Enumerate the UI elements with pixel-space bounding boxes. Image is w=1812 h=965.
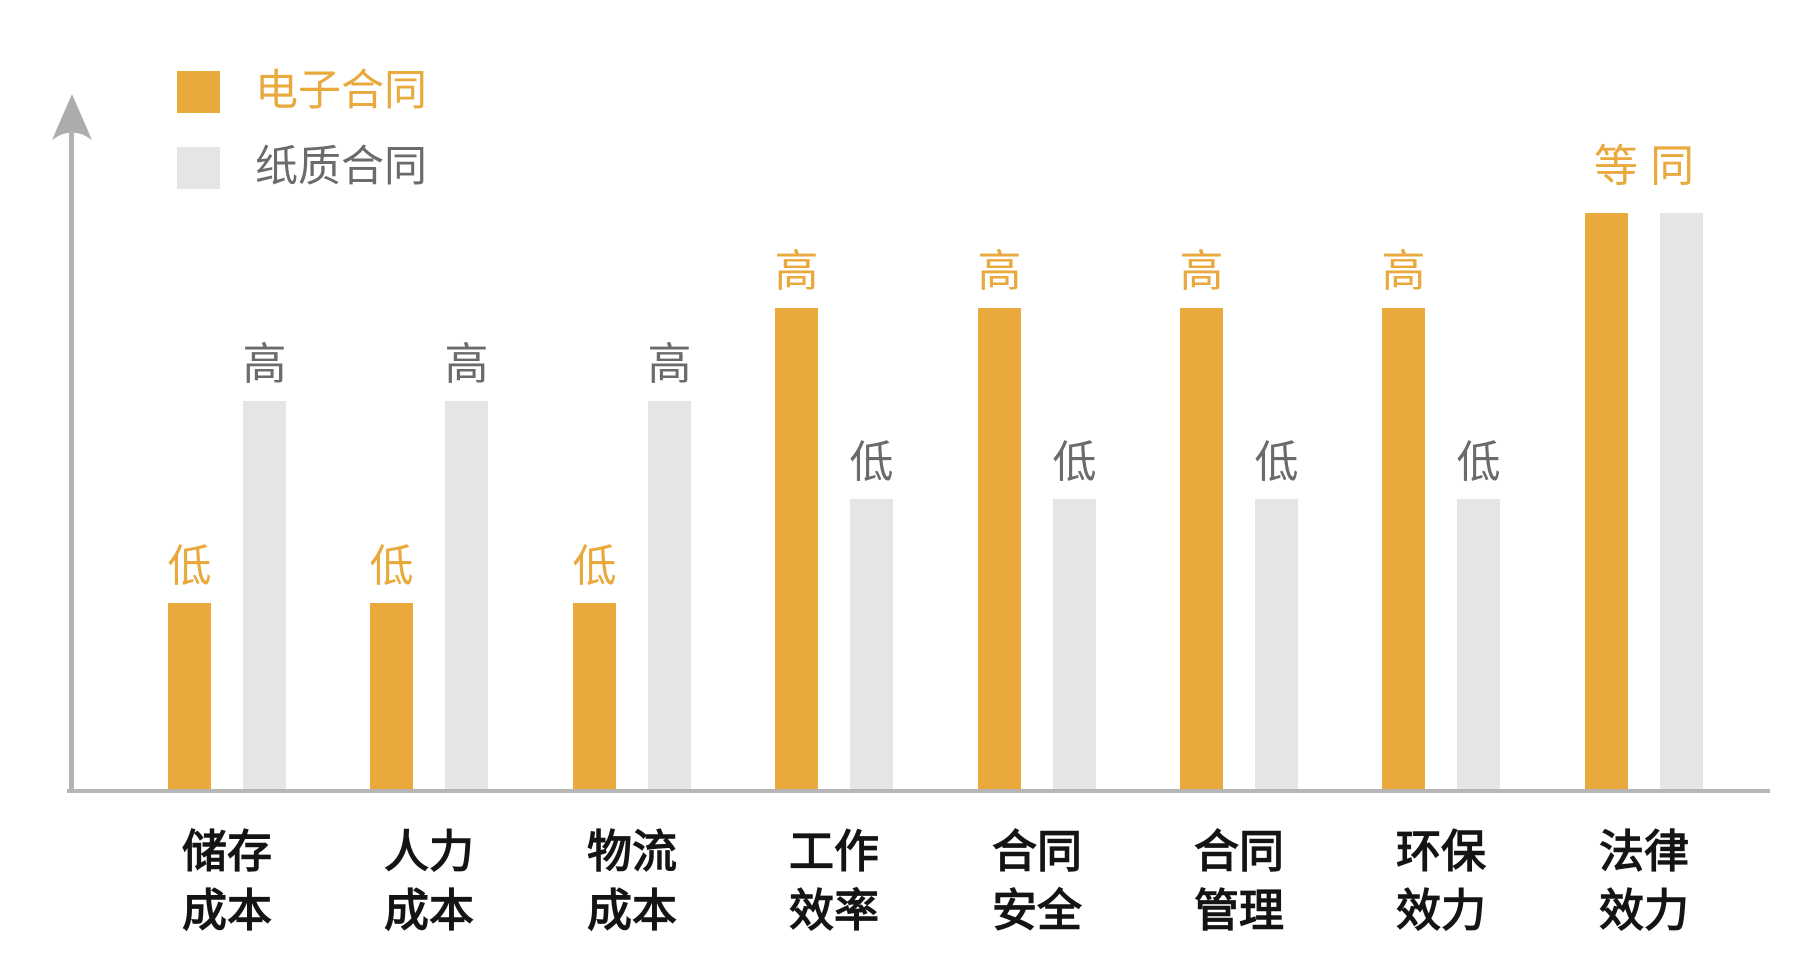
value-label-paper-5: 低 xyxy=(1254,438,1299,487)
bar-paper-3 xyxy=(850,499,893,789)
bar-paper-2 xyxy=(648,401,691,789)
bar-electronic-5 xyxy=(1180,308,1223,789)
value-label-electronic-4: 高 xyxy=(977,247,1022,296)
bar-paper-5 xyxy=(1255,499,1298,789)
bar-electronic-0 xyxy=(168,603,211,789)
value-label-electronic-3: 高 xyxy=(774,247,819,296)
bar-electronic-2 xyxy=(573,603,616,789)
legend-item-electronic: 电子合同 xyxy=(177,70,427,113)
bar-paper-4 xyxy=(1053,499,1096,789)
value-label-paper-3: 低 xyxy=(849,438,894,487)
value-label-electronic-0: 低 xyxy=(167,542,212,591)
bar-paper-1 xyxy=(445,401,488,789)
value-label-electronic-5: 高 xyxy=(1179,247,1224,296)
category-label-2: 物流 成本 xyxy=(586,826,678,937)
bar-electronic-3 xyxy=(775,308,818,789)
legend-label-paper: 纸质合同 xyxy=(255,143,427,191)
value-label-electronic-2: 低 xyxy=(572,542,617,591)
category-label-6: 环保 效力 xyxy=(1395,826,1487,937)
bar-paper-6 xyxy=(1457,499,1500,789)
bar-paper-7 xyxy=(1660,213,1703,789)
value-label-paper-2: 高 xyxy=(647,340,692,389)
y-axis-line xyxy=(69,130,74,789)
bar-electronic-7 xyxy=(1585,213,1628,789)
bar-paper-0 xyxy=(243,401,286,789)
category-label-4: 合同 安全 xyxy=(991,826,1083,937)
bar-electronic-1 xyxy=(370,603,413,789)
legend: 电子合同 纸质合同 xyxy=(177,70,427,189)
category-label-3: 工作 效率 xyxy=(788,826,880,937)
bar-electronic-4 xyxy=(978,308,1021,789)
legend-swatch-electronic xyxy=(177,70,220,113)
category-label-1: 人力 成本 xyxy=(383,826,475,937)
category-label-7: 法律 效力 xyxy=(1598,826,1690,937)
category-label-0: 储存 成本 xyxy=(181,826,273,937)
value-label-combined-7: 等 同 xyxy=(1593,142,1695,191)
value-label-paper-1: 高 xyxy=(444,340,489,389)
value-label-electronic-1: 低 xyxy=(369,542,414,591)
value-label-paper-4: 低 xyxy=(1052,438,1097,487)
bar-electronic-6 xyxy=(1382,308,1425,789)
category-label-5: 合同 管理 xyxy=(1193,826,1285,937)
value-label-paper-6: 低 xyxy=(1456,438,1501,487)
legend-label-electronic: 电子合同 xyxy=(255,67,427,115)
value-label-electronic-6: 高 xyxy=(1381,247,1426,296)
x-axis-baseline xyxy=(67,789,1770,793)
legend-item-paper: 纸质合同 xyxy=(177,146,427,189)
y-axis-arrowhead-icon xyxy=(52,94,92,140)
value-label-paper-0: 高 xyxy=(242,340,287,389)
legend-swatch-paper xyxy=(177,146,220,189)
